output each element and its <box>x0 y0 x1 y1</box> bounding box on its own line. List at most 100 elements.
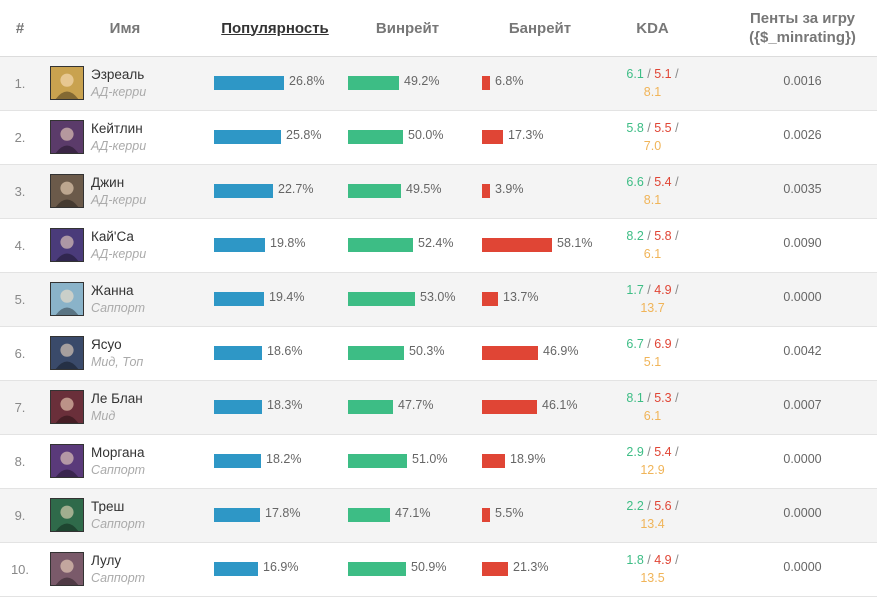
kda-kills: 8.2 <box>626 229 644 243</box>
champion-avatar[interactable] <box>50 228 84 262</box>
penta-value: 0.0007 <box>783 398 822 412</box>
champion-avatar[interactable] <box>50 66 84 100</box>
kda-assists: 6.1 <box>643 247 662 261</box>
kda-value: 6.6 / 5.4 / 8.1 <box>626 175 679 207</box>
row-rank: 9. <box>14 508 26 523</box>
winrate-value: 52.4% <box>418 236 454 250</box>
champion-avatar[interactable] <box>50 444 84 478</box>
champion-avatar[interactable] <box>50 390 84 424</box>
header-rank[interactable]: # <box>15 19 25 37</box>
table-row[interactable]: 1. Эзреаль АД-керри 26.8% 49.2% 6.8% 6.1… <box>0 57 877 111</box>
winrate-value: 49.2% <box>404 74 440 88</box>
kda-deaths: 5.6 <box>654 499 672 513</box>
kda-assists: 13.4 <box>640 517 665 531</box>
winrate-bar <box>348 130 403 144</box>
winrate-bar <box>348 454 407 468</box>
winrate-value: 47.1% <box>395 506 431 520</box>
champion-name[interactable]: Эзреаль <box>91 67 145 82</box>
champion-name[interactable]: Жанна <box>91 283 134 298</box>
table-row[interactable]: 8. Моргана Саппорт 18.2% 51.0% 18.9% 2.9… <box>0 435 877 489</box>
champion-avatar[interactable] <box>50 120 84 154</box>
header-penta-line2: ({$_minrating}) <box>749 29 856 46</box>
header-winrate[interactable]: Винрейт <box>375 19 440 37</box>
table-row[interactable]: 5. Жанна Саппорт 19.4% 53.0% 13.7% 1.7 /… <box>0 273 877 327</box>
banrate-bar <box>482 130 503 144</box>
kda-kills: 1.7 <box>626 283 644 297</box>
header-penta-line1: Пенты за игру <box>749 10 856 27</box>
champion-avatar[interactable] <box>50 552 84 586</box>
header-penta[interactable]: Пенты за игру ({$_minrating}) <box>730 0 875 56</box>
banrate-bar <box>482 562 508 576</box>
champion-name[interactable]: Ясуо <box>91 337 122 352</box>
champion-role: Саппорт <box>91 517 146 531</box>
kda-kills: 5.8 <box>626 121 644 135</box>
champion-name[interactable]: Ле Блан <box>91 391 143 406</box>
table-row[interactable]: 4. Кай'Са АД-керри 19.8% 52.4% 58.1% 8.2… <box>0 219 877 273</box>
kda-kills: 6.7 <box>626 337 644 351</box>
popularity-bar <box>214 562 258 576</box>
champion-portrait-icon <box>51 391 83 423</box>
champion-role: Мид, Топ <box>91 355 144 369</box>
champion-role: АД-керри <box>91 193 147 207</box>
kda-kills: 6.1 <box>626 67 644 81</box>
winrate-bar <box>348 508 390 522</box>
champion-name[interactable]: Треш <box>91 499 125 514</box>
penta-value: 0.0035 <box>783 182 822 196</box>
champion-role: АД-керри <box>91 85 147 99</box>
table-row[interactable]: 2. Кейтлин АД-керри 25.8% 50.0% 17.3% 5.… <box>0 111 877 165</box>
champion-avatar[interactable] <box>50 174 84 208</box>
penta-value: 0.0000 <box>783 452 822 466</box>
champion-role: Саппорт <box>91 301 146 315</box>
table-row[interactable]: 6. Ясуо Мид, Топ 18.6% 50.3% 46.9% 6.7 /… <box>0 327 877 381</box>
champion-name[interactable]: Кай'Са <box>91 229 134 244</box>
banrate-value: 6.8% <box>495 74 524 88</box>
popularity-bar <box>214 454 261 468</box>
header-popularity[interactable]: Популярность <box>221 19 329 37</box>
kda-deaths: 5.5 <box>654 121 672 135</box>
row-rank: 5. <box>14 292 26 307</box>
champion-avatar[interactable] <box>50 336 84 370</box>
kda-value: 5.8 / 5.5 / 7.0 <box>626 121 679 153</box>
banrate-bar <box>482 346 538 360</box>
banrate-value: 5.5% <box>495 506 524 520</box>
kda-deaths: 5.3 <box>654 391 672 405</box>
header-name[interactable]: Имя <box>109 19 141 37</box>
champion-role: Саппорт <box>91 571 146 585</box>
kda-assists: 6.1 <box>643 409 662 423</box>
header-banrate[interactable]: Банрейт <box>508 19 572 37</box>
banrate-bar <box>482 76 490 90</box>
header-kda[interactable]: KDA <box>636 19 669 37</box>
banrate-value: 13.7% <box>503 290 539 304</box>
champion-name[interactable]: Джин <box>91 175 125 190</box>
popularity-bar <box>214 76 284 90</box>
banrate-bar <box>482 184 490 198</box>
penta-value: 0.0000 <box>783 506 822 520</box>
table-row[interactable]: 3. Джин АД-керри 22.7% 49.5% 3.9% 6.6 / … <box>0 165 877 219</box>
winrate-value: 51.0% <box>412 452 448 466</box>
champion-name[interactable]: Моргана <box>91 445 145 460</box>
winrate-value: 50.0% <box>408 128 444 142</box>
banrate-bar <box>482 238 552 252</box>
popularity-bar <box>214 184 273 198</box>
champion-portrait-icon <box>51 175 83 207</box>
banrate-value: 58.1% <box>557 236 593 250</box>
popularity-value: 19.8% <box>270 236 306 250</box>
table-row[interactable]: 9. Треш Саппорт 17.8% 47.1% 5.5% 2.2 / 5… <box>0 489 877 543</box>
champion-role: АД-керри <box>91 139 147 153</box>
champion-avatar[interactable] <box>50 498 84 532</box>
winrate-value: 49.5% <box>406 182 442 196</box>
kda-kills: 2.9 <box>626 445 644 459</box>
champion-role: АД-керри <box>91 247 147 261</box>
kda-kills: 1.8 <box>626 553 644 567</box>
table-body: 1. Эзреаль АД-керри 26.8% 49.2% 6.8% 6.1… <box>0 57 877 597</box>
banrate-value: 17.3% <box>508 128 544 142</box>
table-row[interactable]: 10. Лулу Саппорт 16.9% 50.9% 21.3% 1.8 /… <box>0 543 877 597</box>
row-rank: 4. <box>14 238 26 253</box>
champion-avatar[interactable] <box>50 282 84 316</box>
kda-deaths: 4.9 <box>654 553 672 567</box>
champion-name[interactable]: Кейтлин <box>91 121 143 136</box>
winrate-bar <box>348 562 406 576</box>
table-row[interactable]: 7. Ле Блан Мид 18.3% 47.7% 46.1% 8.1 / 5… <box>0 381 877 435</box>
champion-name[interactable]: Лулу <box>91 553 122 568</box>
winrate-value: 50.3% <box>409 344 445 358</box>
